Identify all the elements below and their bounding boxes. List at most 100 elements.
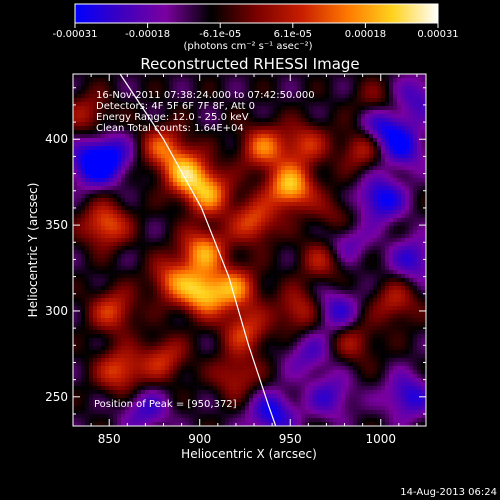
heatmap-cell (285, 98, 290, 103)
heatmap-cell (337, 202, 342, 207)
heatmap-cell (361, 210, 366, 215)
heatmap-cell (225, 78, 230, 83)
heatmap-cell (217, 282, 222, 287)
heatmap-cell (285, 102, 290, 107)
heatmap-cell (369, 182, 374, 187)
heatmap-cell (205, 186, 210, 191)
heatmap-cell (357, 202, 362, 207)
heatmap-cell (85, 202, 90, 207)
heatmap-cell (365, 150, 370, 155)
heatmap-cell (245, 178, 250, 183)
heatmap-cell (313, 194, 318, 199)
heatmap-cell (393, 78, 398, 83)
heatmap-cell (221, 154, 226, 159)
heatmap-cell (85, 218, 90, 223)
heatmap-cell (301, 270, 306, 275)
heatmap-cell (289, 162, 294, 167)
heatmap-cell (305, 178, 310, 183)
heatmap-cell (133, 114, 138, 119)
heatmap-cell (349, 198, 354, 203)
heatmap-cell (153, 186, 158, 191)
heatmap-cell (101, 174, 106, 179)
heatmap-cell (129, 110, 134, 115)
heatmap-cell (313, 182, 318, 187)
heatmap-cell (165, 214, 170, 219)
heatmap-cell (121, 138, 126, 143)
heatmap-cell (321, 182, 326, 187)
heatmap-cell (109, 126, 114, 131)
heatmap-cell (253, 242, 258, 247)
heatmap-cell (109, 114, 114, 119)
heatmap-cell (141, 98, 146, 103)
heatmap-cell (261, 238, 266, 243)
heatmap-cell (305, 106, 310, 111)
heatmap-cell (405, 90, 410, 95)
heatmap-cell (185, 246, 190, 251)
heatmap-cell (289, 182, 294, 187)
heatmap-cell (217, 194, 222, 199)
heatmap-cell (85, 254, 90, 259)
heatmap-cell (245, 202, 250, 207)
heatmap-cell (293, 198, 298, 203)
heatmap-cell (141, 262, 146, 267)
heatmap-cell (129, 170, 134, 175)
heatmap-cell (145, 266, 150, 271)
heatmap-cell (409, 194, 414, 199)
heatmap-cell (401, 190, 406, 195)
heatmap-cell (261, 258, 266, 263)
heatmap-cell (201, 262, 206, 267)
heatmap-cell (193, 110, 198, 115)
heatmap-cell (421, 186, 426, 191)
heatmap-cell (389, 154, 394, 159)
heatmap-cell (161, 270, 166, 275)
heatmap-cell (269, 182, 274, 187)
heatmap-cell (297, 142, 302, 147)
heatmap-cell (77, 142, 82, 147)
heatmap-cell (217, 90, 222, 95)
heatmap-cell (273, 166, 278, 171)
heatmap-cell (377, 86, 382, 91)
heatmap-cell (341, 178, 346, 183)
heatmap-cell (281, 218, 286, 223)
heatmap-cell (349, 102, 354, 107)
heatmap-cell (421, 98, 426, 103)
heatmap-cell (381, 170, 386, 175)
heatmap-cell (281, 114, 286, 119)
heatmap-cell (265, 178, 270, 183)
heatmap-cell (89, 158, 94, 163)
heatmap-cell (185, 190, 190, 195)
heatmap-cell (93, 254, 98, 259)
heatmap-cell (93, 214, 98, 219)
heatmap-cell (149, 262, 154, 267)
heatmap-cell (301, 78, 306, 83)
heatmap-cell (365, 262, 370, 267)
heatmap-cell (117, 166, 122, 171)
heatmap-cell (357, 222, 362, 227)
heatmap-cell (417, 210, 422, 215)
heatmap-cell (145, 134, 150, 139)
heatmap-cell (205, 254, 210, 259)
heatmap-cell (393, 214, 398, 219)
heatmap-cell (73, 218, 78, 223)
heatmap-cell (129, 178, 134, 183)
heatmap-cell (353, 254, 358, 259)
heatmap-cell (157, 170, 162, 175)
heatmap-cell (305, 162, 310, 167)
colorbar-tick-label: -0.00018 (125, 29, 170, 40)
heatmap-cell (109, 158, 114, 163)
heatmap-cell (333, 170, 338, 175)
heatmap-cell (313, 118, 318, 123)
heatmap-cell (241, 90, 246, 95)
heatmap-cell (217, 82, 222, 87)
heatmap-cell (305, 254, 310, 259)
heatmap-cell (313, 110, 318, 115)
heatmap-cell (85, 174, 90, 179)
heatmap-cell (81, 138, 86, 143)
heatmap-cell (241, 202, 246, 207)
heatmap-cell (213, 74, 218, 79)
heatmap-cell (125, 98, 130, 103)
heatmap-cell (293, 186, 298, 191)
heatmap-cell (325, 230, 330, 235)
heatmap-cell (317, 94, 322, 99)
heatmap-cell (153, 218, 158, 223)
